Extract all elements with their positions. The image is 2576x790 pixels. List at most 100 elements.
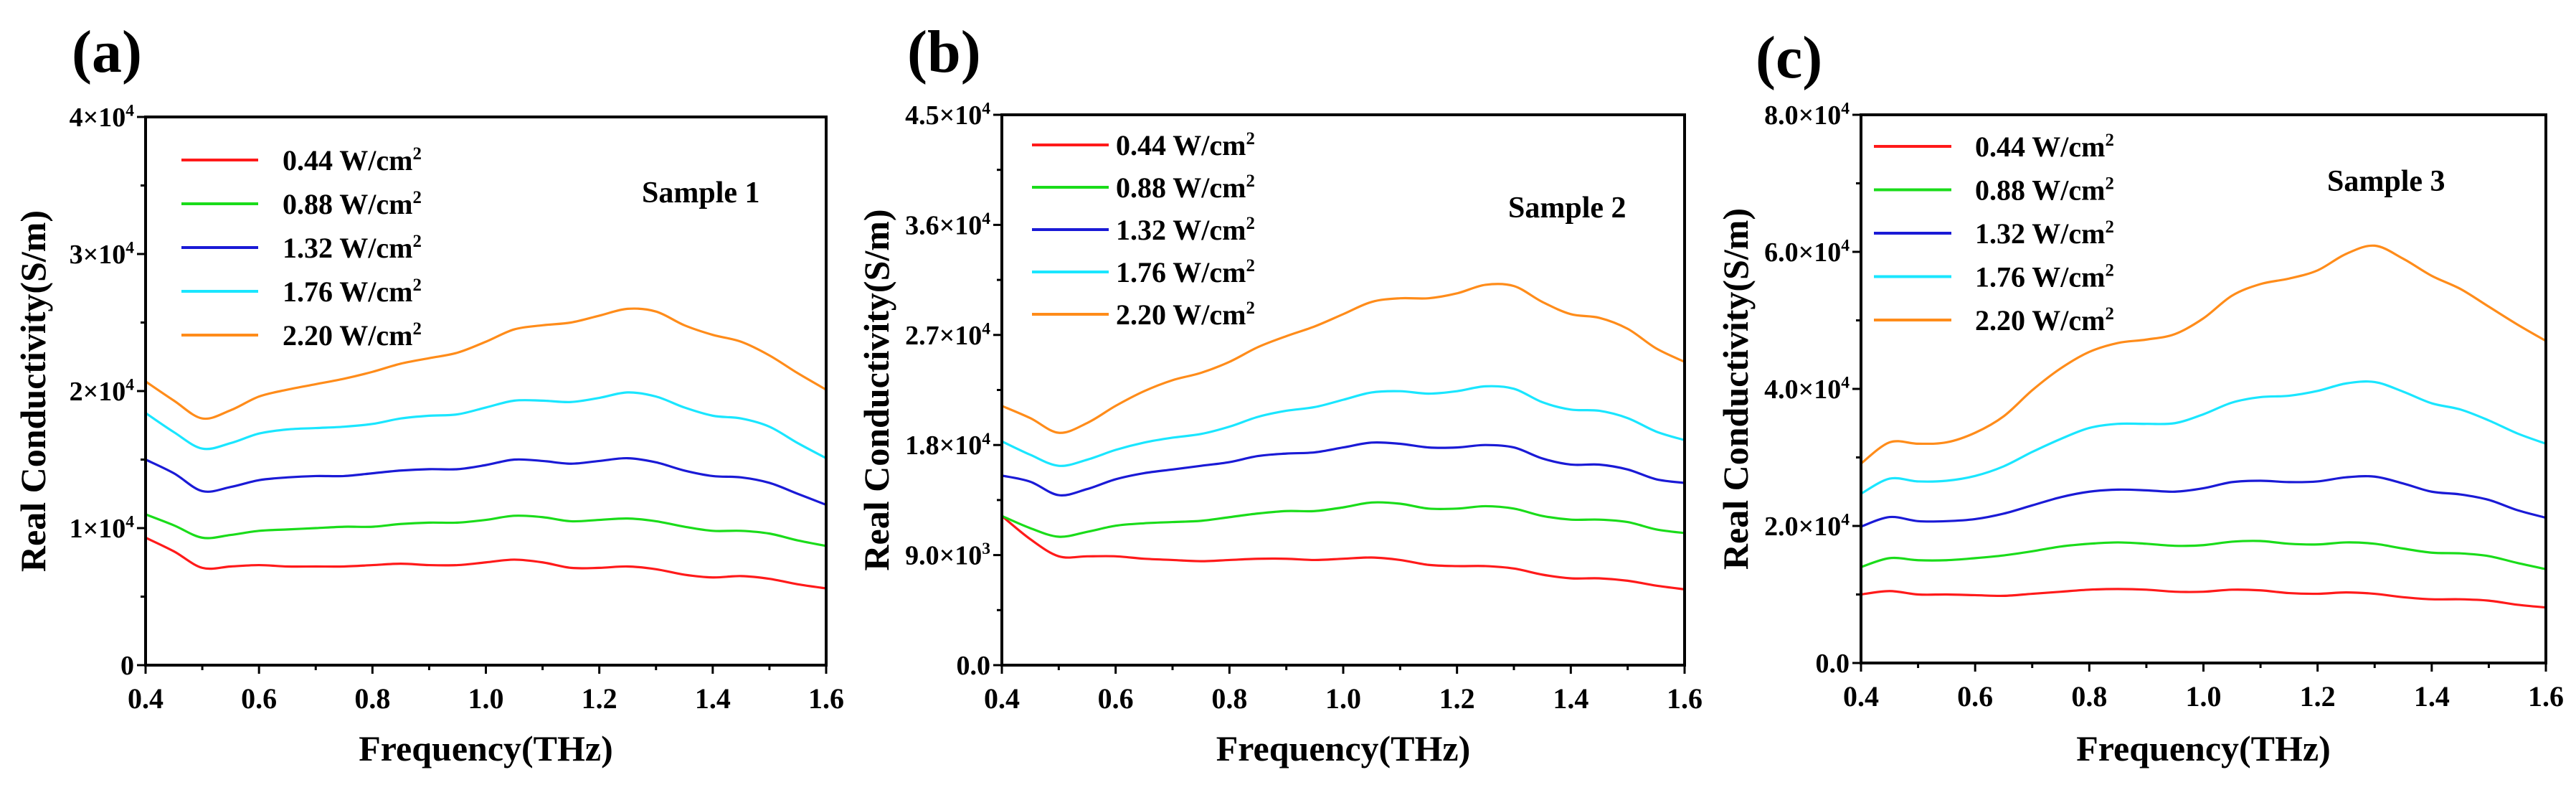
y-tick-label-superscript: 4 [126,376,134,395]
x-tick-label: 1.2 [1439,682,1475,715]
legend-label-superscript: 2 [2105,260,2113,280]
series-line-0-44 [1860,588,2547,609]
legend-label-text: 2.20 W/cm [1975,304,2105,337]
series-line-2-20 [145,307,827,420]
y-axis-label: Real Conductivity(S/m) [13,210,53,572]
y-tick-label-text: 8.0×10 [1764,100,1841,131]
legend-label: 0.44 W/cm2 [1116,129,1255,161]
y-tick-label: 6.0×104 [1764,237,1850,268]
series-line-1-32 [1001,441,1685,497]
legend-label-text: 1.32 W/cm [283,232,412,264]
legend-label-superscript: 2 [2105,131,2113,150]
y-tick-label-text: 2.7×10 [905,321,982,351]
series-line-1-76 [145,391,827,460]
y-tick-label: 1×104 [70,513,135,544]
x-tick-label: 0.8 [2071,680,2107,713]
panel-label: (a) [72,19,142,85]
sample-annotation: Sample 1 [642,177,760,210]
y-tick-label: 2.7×104 [905,319,990,350]
x-axis-label: Frequency(THz) [359,728,613,768]
legend-label-text: 0.88 W/cm [1116,171,1246,204]
series-line-1-32 [145,456,827,507]
y-tick-label-superscript: 4 [982,319,990,338]
legend-label-superscript: 2 [1246,256,1254,276]
legend-label-text: 0.88 W/cm [283,188,412,220]
y-tick-label-superscript: 4 [126,239,134,258]
x-tick-label: 0.6 [241,682,277,715]
x-tick-label: 0.4 [128,682,164,715]
series-line-0-44 [145,536,827,590]
legend-label: 1.32 W/cm2 [1116,214,1255,246]
y-tick-label: 2.0×104 [1764,511,1850,542]
y-tick-label: 4×104 [70,102,135,133]
legend-label: 2.20 W/cm2 [283,319,422,352]
y-tick-label: 0 [120,651,134,681]
y-tick-label-text: 3.6×10 [905,210,982,240]
legend-label-superscript: 2 [2105,217,2113,237]
y-tick-label-text: 4.5×10 [905,100,982,131]
series-line-2-20 [1860,244,2547,465]
chart-panel-b: (b) 0.4 0.6 0.8 1.0 1.2 1.4 1.6 0.0 9.0×103 1.8×10… [856,19,1703,768]
series-line-1-32 [1860,475,2547,528]
legend-label: 0.88 W/cm2 [1116,171,1255,204]
legend-label: 1.76 W/cm2 [283,276,422,308]
series-line-0-88 [1860,540,2547,570]
legend-label-superscript: 2 [1246,214,1254,233]
legend-label: 0.44 W/cm2 [1975,131,2114,163]
y-tick-label: 4.0×104 [1764,374,1850,405]
x-tick-label: 0.8 [354,682,390,715]
y-tick-label-text: 3×10 [70,240,126,270]
legend-label-text: 0.44 W/cm [283,144,412,177]
y-tick-label-text: 0 [120,651,134,681]
legend-label-superscript: 2 [1246,171,1254,191]
series-line-2-20 [1001,283,1685,434]
y-tick-label: 1.8×104 [905,430,990,461]
y-tick-label-superscript: 4 [982,430,990,448]
y-tick-label-text: 0.0 [957,651,991,681]
y-tick-label-text: 6.0×10 [1764,238,1841,268]
y-tick-label: 4.5×104 [905,100,990,131]
panel-label: (b) [907,19,981,85]
sample-annotation: Sample 2 [1508,192,1626,225]
series-line-0-88 [1001,501,1685,538]
chart-panel-c: (c)0.4 0.6 0.8 1.0 1.2 1.4 1.60.02.0×1044.0×10… [1715,24,2564,768]
y-tick-label: 2×104 [70,376,135,407]
series-line-1-76 [1860,380,2547,495]
x-axis-label: Frequency(THz) [1216,728,1471,768]
y-tick-label-text: 1×10 [70,514,126,544]
x-tick-label: 1.6 [808,682,844,715]
series-line-0-44 [1000,514,1685,591]
y-tick-label-superscript: 3 [982,540,990,558]
legend-label-text: 0.88 W/cm [1975,174,2105,207]
legend-label-text: 2.20 W/cm [1116,298,1246,331]
y-tick-label-superscript: 4 [982,100,990,118]
legend-label-text: 0.44 W/cm [1975,131,2105,163]
legend-label-superscript: 2 [412,232,421,251]
legend-label-text: 1.76 W/cm [1116,256,1246,288]
y-tick-label: 3×104 [70,239,135,270]
y-tick-label: 9.0×103 [905,540,990,570]
legend-label-text: 1.76 W/cm [1975,261,2105,293]
x-tick-label: 0.6 [1957,680,1993,713]
legend-label: 0.88 W/cm2 [283,188,422,220]
y-tick-label-superscript: 4 [126,102,134,121]
x-tick-label: 1.0 [468,682,504,715]
y-tick-label: 8.0×104 [1764,100,1850,131]
x-tick-label: 1.0 [1325,682,1361,715]
x-tick-label: 0.4 [984,682,1020,715]
chart-panel-a: (a)0.4 0.6 0.8 1.0 1.2 1.4 1.601×1042×1043×104… [13,19,844,768]
legend-label: 0.88 W/cm2 [1975,174,2114,206]
x-tick-label: 1.4 [2414,680,2450,713]
y-tick-label: 0.0 [1816,649,1850,679]
legend-label-superscript: 2 [2105,304,2113,324]
y-tick-label-text: 1.8×10 [905,431,982,461]
x-tick-label: 1.4 [695,682,731,715]
y-tick-label-text: 4.0×10 [1764,375,1841,405]
legend-label-superscript: 2 [412,319,421,339]
y-tick-label-superscript: 4 [1841,100,1850,118]
y-axis-label: Real Conductivity(S/m) [1715,208,1756,570]
